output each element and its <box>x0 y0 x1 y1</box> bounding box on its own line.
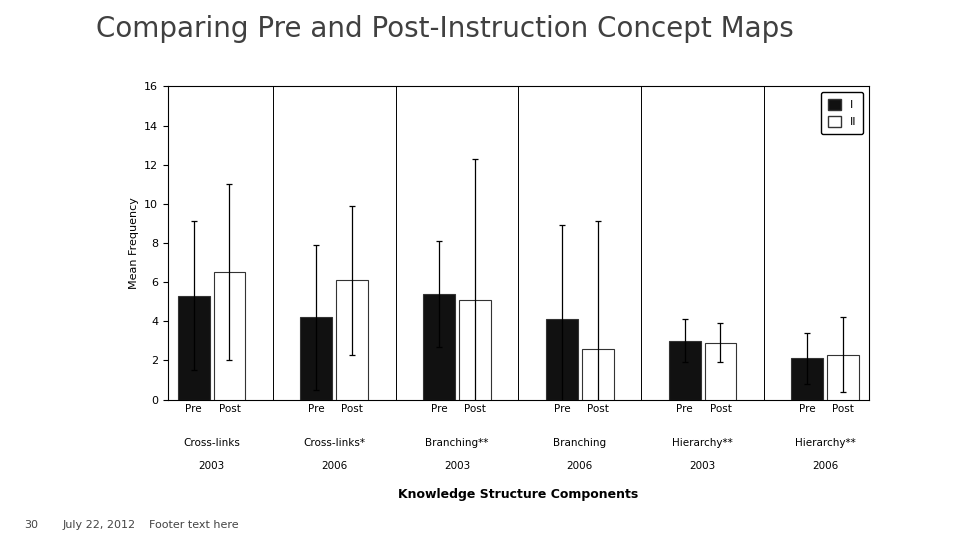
Text: Branching**: Branching** <box>425 438 489 449</box>
Y-axis label: Mean Frequency: Mean Frequency <box>129 197 138 289</box>
Bar <box>705 343 736 400</box>
Bar <box>178 296 209 400</box>
Bar <box>668 341 701 400</box>
Text: 2003: 2003 <box>199 461 225 471</box>
Text: Cross-links*: Cross-links* <box>303 438 365 449</box>
Bar <box>582 349 613 400</box>
Text: July 22, 2012: July 22, 2012 <box>62 520 135 530</box>
Text: Hierarchy**: Hierarchy** <box>672 438 732 449</box>
Text: Branching: Branching <box>553 438 607 449</box>
Text: 2006: 2006 <box>322 461 348 471</box>
Text: 2006: 2006 <box>566 461 593 471</box>
Bar <box>336 280 369 400</box>
Bar <box>459 300 491 400</box>
Text: 2003: 2003 <box>444 461 470 471</box>
Text: Hierarchy**: Hierarchy** <box>795 438 855 449</box>
Text: Cross-links: Cross-links <box>183 438 240 449</box>
Text: 30: 30 <box>24 520 38 530</box>
Bar <box>423 294 455 400</box>
Text: 2006: 2006 <box>812 461 838 471</box>
Bar <box>546 319 578 400</box>
Legend: I, II: I, II <box>821 92 863 134</box>
Text: Comparing Pre and Post-Instruction Concept Maps: Comparing Pre and Post-Instruction Conce… <box>96 15 794 43</box>
Text: 2003: 2003 <box>689 461 715 471</box>
Bar <box>300 318 332 400</box>
Bar <box>828 355 859 400</box>
Bar <box>213 272 246 400</box>
Text: Knowledge Structure Components: Knowledge Structure Components <box>398 489 638 502</box>
Text: Footer text here: Footer text here <box>149 520 238 530</box>
Bar <box>791 359 824 400</box>
